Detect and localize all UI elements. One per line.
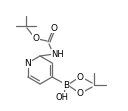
Text: B: B xyxy=(63,80,69,89)
Text: N: N xyxy=(24,58,31,67)
Text: O: O xyxy=(33,34,40,43)
Text: NH: NH xyxy=(52,50,64,58)
Text: O: O xyxy=(77,72,84,81)
Text: O: O xyxy=(51,24,57,33)
Text: O: O xyxy=(77,88,84,97)
Text: OH: OH xyxy=(56,92,69,101)
